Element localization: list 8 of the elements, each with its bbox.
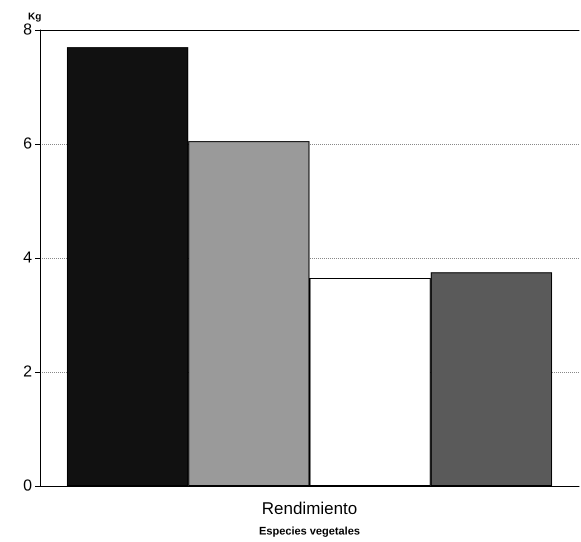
x-axis-title: Especies vegetales xyxy=(259,526,360,538)
y-tick-label: 4 xyxy=(23,250,32,266)
x-tick-label: Rendimiento xyxy=(262,499,358,518)
y-tick-label: 8 xyxy=(23,22,32,38)
y-tick-label: 6 xyxy=(23,136,32,152)
y-tick-label: 0 xyxy=(23,478,32,494)
y-tick-label: 2 xyxy=(23,364,32,380)
y-axis-title: Kg xyxy=(28,12,42,22)
